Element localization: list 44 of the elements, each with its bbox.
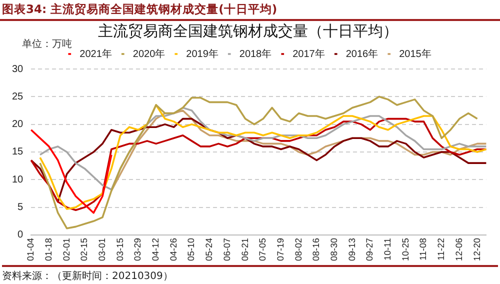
- x-tick-label: 08-30: [328, 238, 339, 262]
- x-tick-label: 01-04: [26, 238, 36, 262]
- x-tick-label: 08-02: [293, 238, 304, 262]
- y-tick-label: 20: [12, 119, 24, 130]
- text: 资料来源：（更新时间：20210309）: [2, 265, 498, 283]
- x-tick-label: 05-10: [186, 238, 196, 262]
- legend-label: 2015年: [399, 48, 432, 60]
- y-tick-label: 10: [12, 174, 24, 186]
- x-tick-label: 02-15: [79, 238, 90, 262]
- x-tick-label: 11-22: [436, 238, 446, 260]
- x-tick-label: 12-20: [472, 238, 482, 262]
- y-tick-label: 25: [12, 91, 24, 102]
- legend-label: 2019年: [186, 48, 218, 60]
- x-tick-label: 01-18: [43, 238, 54, 262]
- x-tick-label: 03-15: [114, 238, 125, 262]
- x-tick-label: 12-06: [454, 238, 464, 262]
- x-tick-label: 06-07: [222, 238, 232, 262]
- x-tick-label: 04-12: [150, 238, 161, 262]
- y-tick-label: 30: [12, 64, 24, 75]
- x-tick-label: 05-24: [204, 238, 214, 262]
- y-axis-title: 单位：万吨: [22, 38, 72, 51]
- y-tick-label: 5: [18, 202, 24, 214]
- legend-label: 2018年: [239, 48, 272, 60]
- legend-label: 2017年: [292, 48, 325, 60]
- x-tick-label: 07-05: [258, 238, 268, 262]
- x-tick-label: 09-13: [346, 238, 357, 262]
- x-tick-label: 02-01: [61, 238, 72, 262]
- x-tick-label: 10-25: [400, 238, 410, 262]
- x-tick-label: 03-01: [96, 238, 107, 262]
- chart-subtitle: 主流贸易商全国建筑钢材成交量（十日平均）: [98, 22, 398, 40]
- x-tick-label: 04-26: [168, 238, 178, 262]
- legend-label: 2021年: [80, 48, 112, 60]
- x-tick-label: 11-08: [418, 238, 428, 260]
- y-tick-label: 15: [12, 146, 24, 158]
- x-tick-label: 08-16: [311, 238, 322, 262]
- legend-label: 2020年: [132, 48, 166, 60]
- chart-title: 图表34: 主流贸易商全国建筑钢材成交量(十日平均): [0, 0, 500, 21]
- x-tick-label: 03-29: [132, 238, 143, 262]
- x-tick-label: 09-27: [364, 238, 375, 262]
- y-tick-label: 0: [18, 230, 24, 241]
- legend-label: 2016年: [346, 48, 378, 60]
- x-tick-label: 07-19: [275, 238, 286, 262]
- x-tick-label: 06-21: [240, 238, 250, 262]
- x-tick-label: 10-11: [382, 238, 393, 260]
